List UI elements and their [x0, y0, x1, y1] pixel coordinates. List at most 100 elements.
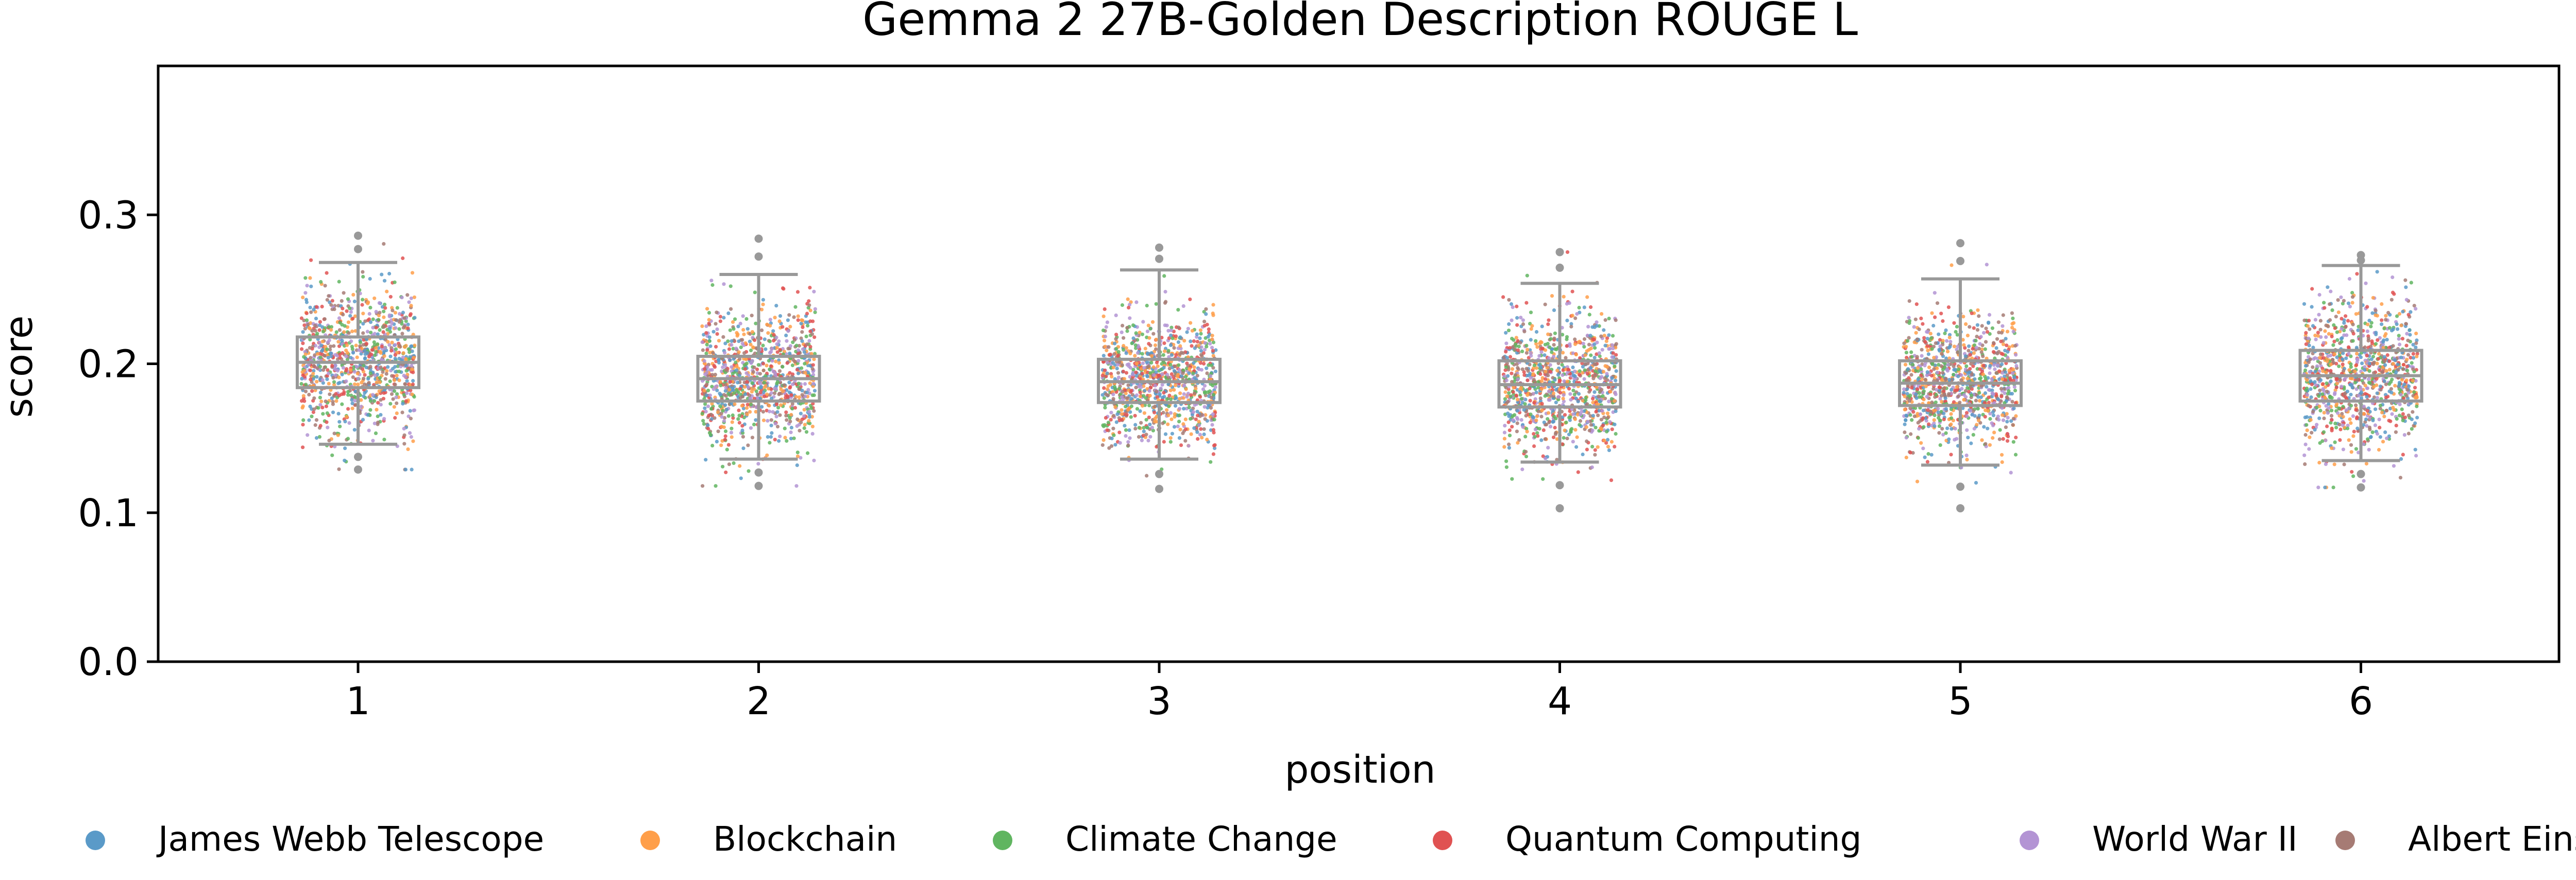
data-point [331, 400, 335, 404]
data-point [761, 302, 765, 306]
data-point [1976, 407, 1980, 411]
data-point [1108, 352, 1113, 357]
data-point [724, 407, 729, 412]
data-point [394, 347, 398, 351]
data-point [714, 484, 718, 488]
data-point [790, 382, 795, 386]
data-point [412, 408, 416, 412]
data-point [1536, 409, 1540, 413]
data-point [705, 393, 709, 398]
data-point [363, 373, 367, 377]
data-point [1171, 336, 1175, 340]
data-point [1598, 354, 1602, 358]
data-point [388, 379, 392, 384]
data-point [1110, 374, 1114, 379]
data-point [1503, 397, 1507, 401]
data-point [1921, 416, 1925, 420]
data-point [401, 325, 405, 330]
data-point [706, 423, 710, 427]
data-point [1903, 407, 1907, 412]
data-point [1142, 429, 1146, 434]
data-point [361, 331, 365, 335]
data-point [769, 350, 773, 354]
data-point [1125, 363, 1129, 367]
data-point [731, 416, 735, 420]
data-point [722, 316, 726, 320]
data-point [769, 391, 773, 395]
data-point [1170, 432, 1174, 436]
data-point [703, 406, 707, 410]
data-point [1934, 400, 1938, 404]
data-point [1113, 377, 1117, 381]
data-point [1163, 301, 1167, 305]
data-point [1192, 361, 1196, 365]
data-point [355, 372, 360, 376]
data-point [1145, 351, 1149, 355]
data-point [1593, 346, 1597, 350]
data-point [710, 283, 715, 287]
data-point [774, 402, 779, 407]
data-point [1995, 337, 1999, 341]
data-point [1526, 348, 1530, 352]
data-point [1937, 424, 1941, 428]
data-point [1178, 427, 1182, 432]
data-point [1569, 430, 1573, 434]
data-point [386, 365, 390, 369]
data-point [1557, 378, 1562, 383]
data-point [790, 402, 794, 406]
data-point [1522, 370, 1526, 374]
data-point [727, 347, 732, 351]
data-point [1582, 377, 1586, 381]
data-point [1904, 418, 1908, 422]
data-point [1170, 325, 1174, 330]
data-point [1211, 349, 1215, 353]
data-point [307, 418, 311, 422]
data-point [408, 431, 412, 435]
data-point [1902, 341, 1906, 346]
data-point [1614, 369, 1618, 373]
data-point [1141, 434, 1145, 438]
data-point [1109, 410, 1113, 415]
data-point [1506, 420, 1511, 424]
data-point [810, 332, 815, 336]
data-point [1166, 413, 1171, 418]
data-point [1991, 423, 1995, 427]
data-point [1570, 427, 1574, 431]
data-point [783, 426, 787, 430]
data-point [310, 415, 314, 419]
data-point [324, 404, 329, 408]
data-point [800, 366, 804, 370]
data-point [1600, 312, 1604, 316]
data-point [1174, 396, 1178, 400]
data-point [1189, 393, 1193, 397]
data-point [1936, 407, 1940, 411]
data-point [1211, 452, 1215, 456]
data-point [325, 347, 329, 351]
data-point [769, 435, 773, 439]
data-point [1521, 425, 1525, 429]
data-point [1601, 370, 1605, 374]
data-point [1952, 321, 1956, 325]
data-point [351, 351, 355, 355]
data-point [787, 381, 791, 385]
data-point [1592, 355, 1597, 360]
data-point [1502, 374, 1506, 378]
data-point [1914, 396, 1919, 400]
data-point [715, 440, 719, 444]
data-point [1977, 314, 1981, 318]
data-point [1200, 436, 1204, 440]
data-point [2011, 316, 2015, 320]
data-point [1198, 433, 1202, 437]
data-point [1582, 344, 1586, 349]
data-point [803, 382, 807, 386]
data-point [723, 434, 727, 438]
data-point [784, 413, 788, 418]
data-point [1943, 331, 1947, 336]
data-point [307, 392, 311, 397]
data-point [1944, 407, 1948, 411]
data-point [721, 464, 725, 469]
data-point [1129, 404, 1133, 408]
data-point [1549, 337, 1553, 341]
data-point [731, 413, 735, 418]
data-point [1168, 440, 1173, 444]
